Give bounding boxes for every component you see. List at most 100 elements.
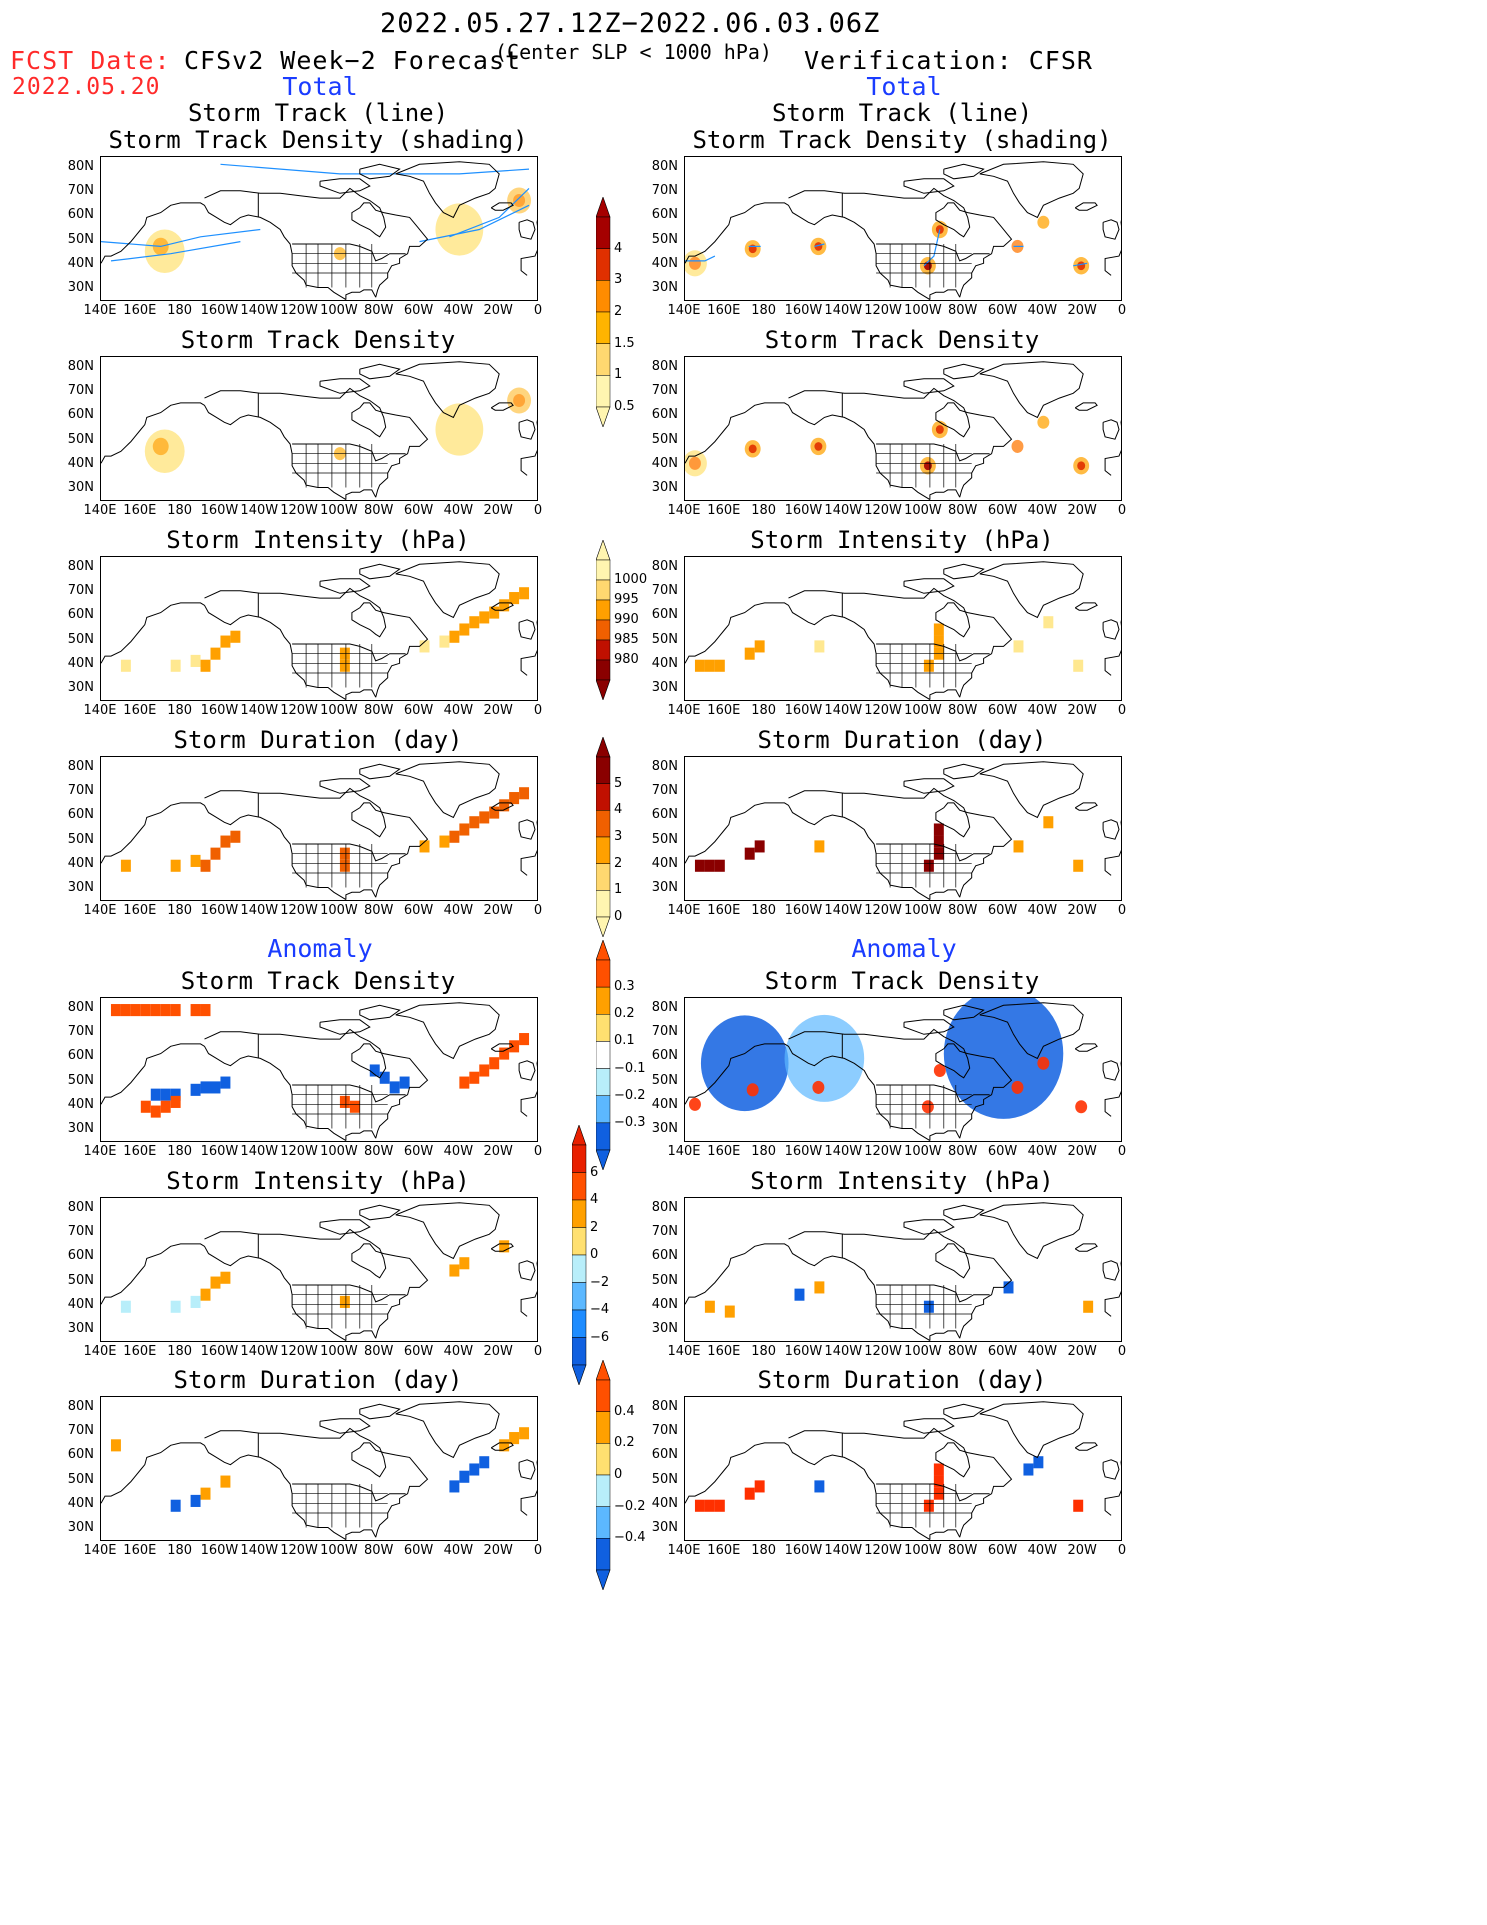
colorbar-label: 0.1 — [614, 1033, 635, 1049]
colorbar-swatch — [595, 810, 611, 838]
shaded-cell — [439, 635, 450, 648]
coastline — [876, 1084, 990, 1103]
shaded-cell — [150, 1105, 161, 1118]
coastline-layer — [101, 161, 537, 300]
shaded-cell — [419, 840, 430, 853]
shaded-cell — [933, 623, 944, 636]
shaded-cell — [519, 587, 530, 600]
lon-tick-label: 180 — [751, 703, 777, 718]
lon-tick-label: 180 — [167, 1144, 193, 1159]
coastline — [890, 1125, 931, 1141]
shaded-cell — [754, 840, 765, 853]
shaded-cell — [479, 1064, 490, 1077]
lon-tick-label: 60W — [987, 503, 1018, 518]
lon-tick-label: 120W — [280, 703, 318, 718]
lat-tick-label: 70N — [67, 783, 94, 799]
coastline-layer — [101, 1202, 537, 1341]
coastline — [490, 1043, 514, 1052]
lon-tick-label: 20W — [483, 503, 513, 518]
colorbar-label: 2 — [590, 1219, 599, 1235]
map-panel — [684, 156, 1122, 301]
shaded-cell — [744, 647, 755, 660]
lat-tick-label: 50N — [67, 1072, 94, 1088]
shaded-region — [513, 393, 526, 408]
coastline — [943, 563, 985, 580]
lat-tick-label: 40N — [651, 255, 678, 271]
storm-track-line — [685, 255, 716, 262]
shaded-cell — [160, 1100, 171, 1113]
shaded-cell — [1043, 616, 1054, 629]
shaded-region — [814, 442, 823, 451]
coastline — [890, 484, 931, 500]
lat-tick-label: 50N — [67, 831, 94, 847]
colorbar-swatch — [595, 1474, 611, 1507]
coastline — [1074, 1442, 1098, 1451]
lon-tick-label: 120W — [864, 503, 902, 518]
left-anomaly-label: Anomaly — [267, 934, 373, 963]
lon-tick-label: 180 — [167, 903, 193, 918]
lon-tick-label: 60W — [403, 1543, 434, 1558]
coastline — [685, 602, 891, 686]
colorbar-swatch — [571, 1227, 587, 1256]
coastline — [520, 219, 537, 276]
map-canvas — [685, 161, 1121, 300]
lat-tick-label: 60N — [67, 207, 94, 223]
shaded-cell — [190, 1494, 201, 1507]
lat-tick-label: 30N — [67, 1519, 94, 1535]
lon-tick-label: 40W — [443, 1543, 474, 1558]
coastline — [306, 284, 347, 300]
coastline — [876, 1483, 990, 1502]
coastline — [903, 1019, 955, 1035]
colorbar-arrow-bottom — [595, 1149, 611, 1171]
colorbar-swatch — [571, 1199, 587, 1228]
lon-tick-label: 20W — [1067, 1543, 1097, 1558]
shaded-cell — [509, 792, 520, 805]
shaded-cell — [339, 1295, 350, 1308]
shaded-region — [1037, 215, 1050, 229]
map-panel — [684, 556, 1122, 701]
lon-tick-label: 160E — [123, 1344, 157, 1359]
colorbar-swatch — [595, 248, 611, 281]
shaded-cell — [120, 1004, 131, 1017]
lon-tick-label: 140W — [824, 1144, 863, 1159]
lat-tick-label: 80N — [651, 1399, 678, 1415]
shaded-cell — [499, 1047, 510, 1060]
shaded-region — [748, 244, 757, 254]
colorbar-swatch — [571, 1144, 587, 1173]
lon-tick-label: 100W — [320, 703, 358, 718]
lat-tick-label: 50N — [651, 631, 678, 647]
shaded-region — [746, 1083, 759, 1097]
storm-track-line — [1073, 262, 1088, 267]
colorbar-label: 995 — [614, 592, 639, 607]
shaded-cell — [754, 640, 765, 653]
shaded-cell — [704, 1499, 715, 1512]
coastline — [929, 489, 961, 500]
map-canvas — [101, 161, 537, 300]
shaded-cell — [519, 1427, 530, 1440]
coastline — [520, 819, 537, 876]
lon-tick-label: 80W — [948, 903, 978, 918]
colorbar-label: 0.4 — [614, 1403, 635, 1419]
shaded-cell — [923, 1300, 934, 1313]
coastline — [520, 419, 537, 476]
coastline — [306, 884, 347, 900]
shaded-cell — [120, 859, 131, 872]
lon-tick-label: 60W — [987, 303, 1018, 318]
lon-tick-label: 180 — [167, 1344, 193, 1359]
coastline — [490, 602, 514, 611]
lon-tick-label: 40W — [1027, 303, 1058, 318]
coastline — [101, 1442, 307, 1526]
lon-tick-label: 40W — [1027, 903, 1058, 918]
coastline — [1102, 219, 1120, 240]
shaded-cell — [694, 859, 705, 872]
coastline-layer — [685, 161, 1121, 300]
lat-tick-label: 70N — [67, 1423, 94, 1439]
shaded-cell — [220, 635, 231, 648]
shaded-cell — [704, 659, 715, 672]
lon-tick-label: 40W — [443, 503, 474, 518]
coastline — [903, 778, 955, 794]
colorbar-swatch — [595, 1041, 611, 1069]
colorbar-swatch — [595, 1379, 611, 1412]
shaded-cell — [509, 1432, 520, 1445]
shaded-cell — [459, 823, 470, 836]
